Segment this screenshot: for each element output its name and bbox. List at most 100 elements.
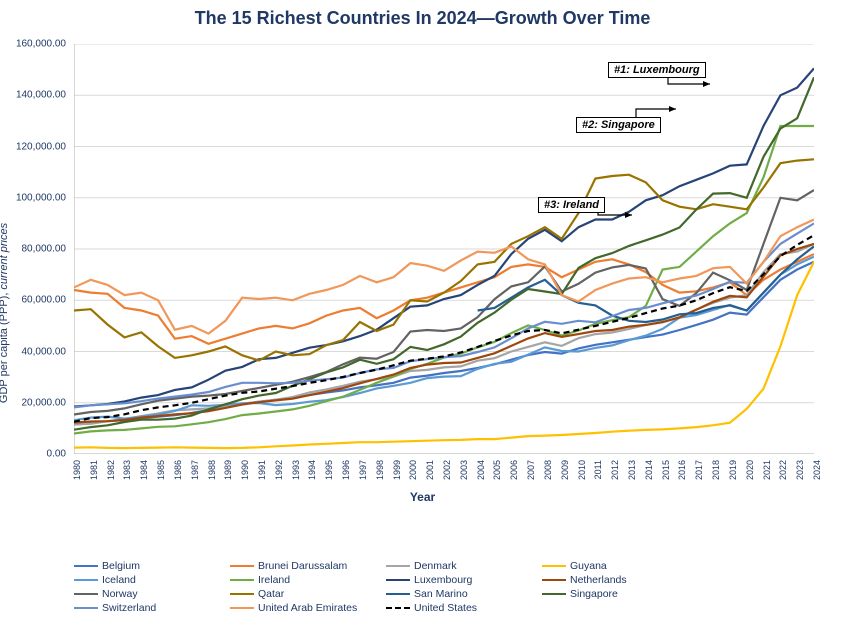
legend-item: Iceland (74, 574, 222, 586)
legend-swatch (230, 607, 254, 609)
x-tick-label: 2004 (476, 460, 486, 480)
x-tick-label: 1988 (207, 460, 217, 480)
x-tick-label: 1995 (324, 460, 334, 480)
x-tick-label: 1982 (106, 460, 116, 480)
annotation-label: #3: Ireland (538, 197, 605, 213)
legend-label: Guyana (570, 560, 607, 572)
y-tick-label: 80,000.00 (22, 244, 67, 255)
x-tick-label: 2016 (677, 460, 687, 480)
x-tick-label: 1994 (307, 460, 317, 480)
x-tick-label: 1987 (190, 460, 200, 480)
x-tick-label: 2003 (459, 460, 469, 480)
x-tick-label: 2001 (425, 460, 435, 480)
x-tick-label: 2006 (509, 460, 519, 480)
x-tick-label: 1989 (223, 460, 233, 480)
legend-item: Singapore (542, 588, 690, 600)
x-tick-label: 2024 (812, 460, 822, 480)
x-tick-label: 1999 (392, 460, 402, 480)
legend-swatch (230, 593, 254, 595)
legend-item: Qatar (230, 588, 378, 600)
legend-label: Norway (102, 588, 138, 600)
x-tick-label: 2012 (610, 460, 620, 480)
x-tick-label: 1996 (341, 460, 351, 480)
series-united-arab-emirates (74, 220, 814, 334)
x-tick-label: 1984 (139, 460, 149, 480)
x-tick-label: 1991 (257, 460, 267, 480)
legend-swatch (386, 579, 410, 581)
annotation-label: #1: Luxembourg (608, 62, 706, 78)
annotation-label: #2: Singapore (576, 117, 661, 133)
x-tick-label: 2011 (593, 460, 603, 479)
y-tick-label: 0.00 (47, 449, 66, 460)
x-tick-label: 2009 (560, 460, 570, 480)
x-tick-label: 2019 (728, 460, 738, 480)
x-tick-label: 1981 (89, 460, 99, 480)
legend-label: Qatar (258, 588, 284, 600)
legend-label: United Arab Emirates (258, 602, 357, 614)
x-tick-label: 2023 (795, 460, 805, 480)
plot-area (74, 44, 814, 454)
legend-item: San Marino (386, 588, 534, 600)
x-tick-label: 1985 (156, 460, 166, 480)
legend-swatch (386, 593, 410, 595)
legend-item: Switzerland (74, 602, 222, 614)
x-tick-label: 2014 (644, 460, 654, 480)
x-tick-label: 2007 (526, 460, 536, 480)
x-tick-label: 1983 (122, 460, 132, 480)
legend-item: Denmark (386, 560, 534, 572)
x-tick-label: 2020 (745, 460, 755, 480)
y-tick-label: 160,000.00 (16, 39, 66, 50)
x-tick-label: 1980 (72, 460, 82, 480)
legend-label: Luxembourg (414, 574, 472, 586)
legend-label: Switzerland (102, 602, 156, 614)
x-tick-label: 1993 (291, 460, 301, 480)
legend-swatch (542, 593, 566, 595)
legend-label: Brunei Darussalam (258, 560, 347, 572)
chart-container: The 15 Richest Countries In 2024—Growth … (0, 0, 845, 626)
x-tick-label: 1992 (274, 460, 284, 480)
series-san-marino (478, 246, 814, 322)
legend-label: Belgium (102, 560, 140, 572)
legend-label: Singapore (570, 588, 618, 600)
x-tick-label: 2008 (543, 460, 553, 480)
legend-swatch (74, 565, 98, 567)
series-switzerland (74, 223, 814, 407)
legend-swatch (74, 593, 98, 595)
legend-label: Denmark (414, 560, 457, 572)
legend-swatch (230, 579, 254, 581)
legend-label: San Marino (414, 588, 468, 600)
legend-item: Guyana (542, 560, 690, 572)
x-tick-label: 1990 (240, 460, 250, 480)
y-tick-label: 20,000.00 (22, 397, 67, 408)
legend-item: Brunei Darussalam (230, 560, 378, 572)
y-tick-label: 120,000.00 (16, 141, 66, 152)
legend-swatch (386, 607, 410, 609)
y-tick-label: 100,000.00 (16, 192, 66, 203)
legend-label: United States (414, 602, 477, 614)
legend-label: Iceland (102, 574, 136, 586)
x-tick-label: 1998 (375, 460, 385, 480)
legend-item: Norway (74, 588, 222, 600)
legend-swatch (542, 579, 566, 581)
y-axis-ticks: 0.0020,000.0040,000.0060,000.0080,000.00… (0, 44, 70, 454)
y-tick-label: 60,000.00 (22, 295, 67, 306)
legend-item: United Arab Emirates (230, 602, 378, 614)
series-norway (74, 190, 814, 414)
x-tick-label: 2018 (711, 460, 721, 480)
x-tick-label: 2002 (442, 460, 452, 480)
x-tick-label: 2022 (778, 460, 788, 480)
legend-item: Luxembourg (386, 574, 534, 586)
x-tick-label: 1986 (173, 460, 183, 480)
x-tick-label: 2013 (627, 460, 637, 480)
legend-item: Ireland (230, 574, 378, 586)
legend-item: Belgium (74, 560, 222, 572)
legend-item: United States (386, 602, 534, 614)
x-tick-label: 2000 (408, 460, 418, 480)
legend-swatch (230, 565, 254, 567)
legend-swatch (74, 579, 98, 581)
x-tick-label: 2017 (694, 460, 704, 480)
chart-title: The 15 Richest Countries In 2024—Growth … (0, 8, 845, 29)
legend-swatch (386, 565, 410, 567)
x-axis-label: Year (0, 490, 845, 504)
x-tick-label: 1997 (358, 460, 368, 480)
